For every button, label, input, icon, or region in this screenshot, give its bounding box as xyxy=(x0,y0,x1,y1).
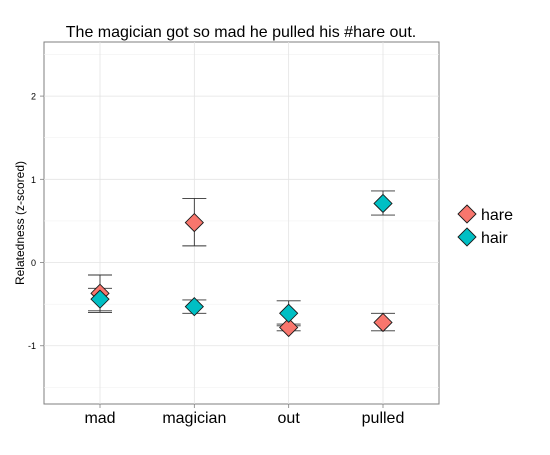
x-tick-label: pulled xyxy=(362,410,405,427)
y-axis-label: Relatedness (z-scored) xyxy=(13,161,27,285)
legend-label-hair: hair xyxy=(481,230,508,247)
data-point-hair xyxy=(279,303,299,323)
x-tick-label: magician xyxy=(162,410,226,427)
legend: hare hair xyxy=(457,204,513,247)
data-point-hair xyxy=(373,193,393,214)
y-tick-label: 0 xyxy=(31,258,36,268)
legend-label-hare: hare xyxy=(481,207,513,224)
y-tick-label: -1 xyxy=(28,341,36,351)
x-tick-label: out xyxy=(278,410,301,427)
x-axis-ticks: mad magician out pulled xyxy=(84,404,404,427)
y-tick-label: 1 xyxy=(31,175,36,185)
data-point-hare xyxy=(373,312,393,333)
data-point-hair xyxy=(184,296,204,317)
data-point-hare xyxy=(279,317,299,338)
data-point-hair xyxy=(90,289,110,309)
data-points xyxy=(90,193,393,338)
plot-panel xyxy=(43,41,440,405)
data-point-hare xyxy=(184,212,204,233)
grid-lines xyxy=(44,42,439,404)
y-tick-label: 2 xyxy=(31,92,36,102)
x-tick-label: mad xyxy=(84,410,115,427)
legend-key-hare xyxy=(457,204,477,224)
legend-key-hair xyxy=(457,227,477,247)
chart-title: The magician got so mad he pulled his #h… xyxy=(66,24,416,41)
y-axis-ticks: -1 0 1 2 xyxy=(28,92,44,351)
